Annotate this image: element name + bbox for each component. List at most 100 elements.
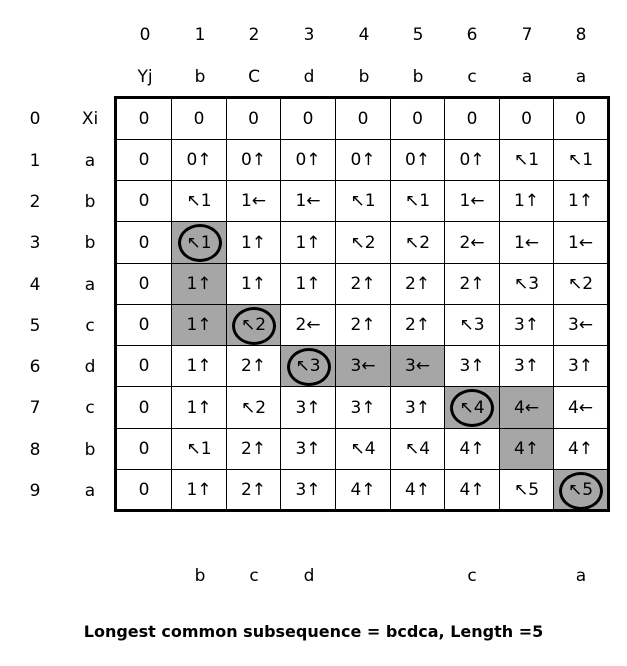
table-cell: ↖2	[336, 222, 391, 264]
table-cell: 4↑	[391, 470, 445, 509]
table-cell: ↖2	[227, 387, 281, 429]
table-cell: 0	[445, 99, 500, 140]
table-cell: 2↑	[391, 264, 445, 305]
table-cell: 0	[117, 429, 172, 470]
table-cell: 0	[117, 346, 172, 387]
table-cell: 4←	[500, 387, 554, 429]
table-cell: 4↑	[554, 429, 607, 470]
result-letter: a	[575, 566, 587, 586]
column-index: 8	[575, 25, 587, 45]
table-cell: 4↑	[445, 470, 500, 509]
table-cell: ↖2	[554, 264, 607, 305]
row-index: 8	[29, 440, 41, 460]
table-cell: 0↑	[227, 140, 281, 181]
table-cell: 1↑	[500, 181, 554, 222]
table-cell: 3↑	[391, 387, 445, 429]
table-cell: 0↑	[172, 140, 227, 181]
table-cell: 1←	[445, 181, 500, 222]
row-index: 4	[29, 275, 41, 295]
table-cell: 0	[117, 140, 172, 181]
table-cell: 1↑	[554, 181, 607, 222]
table-cell: ↖2	[391, 222, 445, 264]
table-cell: 0	[117, 222, 172, 264]
table-cell: ↖5	[554, 470, 607, 509]
table-cell: 0↑	[336, 140, 391, 181]
result-letter: d	[303, 566, 315, 586]
table-cell: 0	[172, 99, 227, 140]
table-cell: ↖3	[445, 305, 500, 346]
x-sequence-char: b	[84, 192, 96, 212]
y-sequence-char: c	[467, 67, 477, 87]
result-letter: c	[467, 566, 477, 586]
table-cell: 3↑	[336, 387, 391, 429]
table-cell: 1←	[554, 222, 607, 264]
table-cell: ↖1	[172, 222, 227, 264]
table-cell: ↖5	[500, 470, 554, 509]
table-cell: ↖3	[500, 264, 554, 305]
x-sequence-char: c	[85, 316, 95, 336]
x-sequence-char: Xi	[81, 109, 99, 129]
column-index: 2	[248, 25, 260, 45]
table-cell: 2↑	[445, 264, 500, 305]
table-cell: ↖1	[391, 181, 445, 222]
result-caption: Longest common subsequence = bcdca, Leng…	[83, 622, 544, 641]
row-index: 6	[29, 357, 41, 377]
table-cell: 1↑	[227, 264, 281, 305]
table-cell: 3↑	[281, 429, 336, 470]
table-cell: 2↑	[336, 305, 391, 346]
table-cell: 2↑	[227, 346, 281, 387]
row-index: 5	[29, 316, 41, 336]
column-index: 7	[521, 25, 533, 45]
table-cell: ↖1	[554, 140, 607, 181]
column-index: 0	[139, 25, 151, 45]
row-index: 9	[29, 481, 41, 501]
table-cell: 0	[117, 305, 172, 346]
table-cell: 3↑	[554, 346, 607, 387]
table-cell: 2↑	[227, 470, 281, 509]
table-cell: ↖1	[172, 429, 227, 470]
row-index: 3	[29, 233, 41, 253]
table-cell: 0	[391, 99, 445, 140]
table-cell: 1↑	[227, 222, 281, 264]
table-cell: 0	[281, 99, 336, 140]
table-cell: 3↑	[281, 470, 336, 509]
x-sequence-char: a	[84, 481, 96, 501]
x-sequence-char: c	[85, 398, 95, 418]
table-cell: 0	[117, 264, 172, 305]
table-cell: ↖2	[227, 305, 281, 346]
table-cell: 1←	[227, 181, 281, 222]
column-index: 5	[412, 25, 424, 45]
table-cell: 0	[227, 99, 281, 140]
table-cell: 0↑	[281, 140, 336, 181]
table-cell: 0	[117, 387, 172, 429]
table-cell: 1↑	[172, 387, 227, 429]
row-index: 1	[29, 151, 41, 171]
x-sequence-char: a	[84, 275, 96, 295]
row-index: 7	[29, 398, 41, 418]
table-cell: ↖4	[336, 429, 391, 470]
table-cell: 0	[500, 99, 554, 140]
column-index: 1	[194, 25, 206, 45]
table-cell: 3←	[554, 305, 607, 346]
y-sequence-char: a	[575, 67, 587, 87]
table-cell: 3↑	[445, 346, 500, 387]
table-cell: 1↑	[172, 264, 227, 305]
table-cell: 1↑	[281, 222, 336, 264]
x-sequence-char: b	[84, 233, 96, 253]
y-sequence-char: Yj	[137, 67, 153, 87]
y-sequence-char: C	[248, 67, 260, 87]
table-cell: 3←	[391, 346, 445, 387]
table-cell: 0	[117, 470, 172, 509]
y-sequence-char: b	[358, 67, 370, 87]
lcs-table: 0 0 0 0 0 0 0 0 0 0 0↑ 0↑ 0↑ 0↑ 0↑ 0↑ ↖1 ↖1 0 ↖1 1← 1← ↖1 ↖1 1← 1…	[114, 96, 610, 512]
table-cell: 1↑	[281, 264, 336, 305]
result-letter: c	[249, 566, 259, 586]
x-sequence-char: b	[84, 440, 96, 460]
x-sequence-char: a	[84, 151, 96, 171]
table-cell: 3↑	[500, 346, 554, 387]
table-cell: ↖4	[391, 429, 445, 470]
column-index: 3	[303, 25, 315, 45]
table-cell: 1↑	[172, 305, 227, 346]
y-sequence-char: a	[521, 67, 533, 87]
table-cell: ↖1	[336, 181, 391, 222]
